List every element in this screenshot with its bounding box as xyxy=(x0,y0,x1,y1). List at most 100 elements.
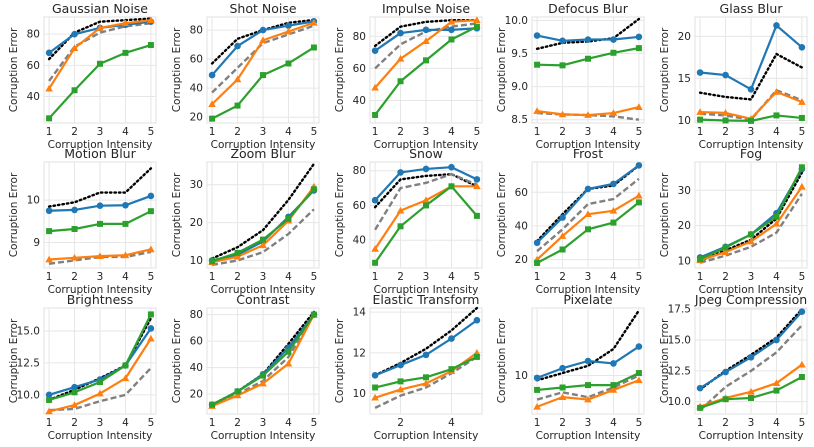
x-tick-label: 4 xyxy=(610,126,617,138)
y-tick-label: 10.0 xyxy=(668,396,691,408)
data-point-series-3-green xyxy=(310,311,317,318)
data-point-series-2-orange xyxy=(584,210,592,218)
data-point-series-2-orange xyxy=(558,110,567,118)
data-point-series-3-green xyxy=(473,23,480,30)
x-tick-label: 2 xyxy=(71,417,78,429)
x-tick-label: 2 xyxy=(234,271,241,283)
chart-title: Motion Blur xyxy=(64,146,136,161)
data-point-series-2-orange xyxy=(609,109,618,116)
chart-title: Elastic Transform xyxy=(373,292,480,307)
data-point-series-3-green xyxy=(97,220,103,227)
x-tick-label: 4 xyxy=(448,417,455,429)
x-tick-label: 5 xyxy=(311,126,318,138)
y-tick-label: 60 xyxy=(515,187,528,199)
chart-panel: 1 2 3 4 5 10 20 30 Zoom Blur Corruption Intensity… xyxy=(171,146,320,296)
data-point-series-2-orange xyxy=(396,385,405,393)
y-tick-label: 12.5 xyxy=(17,357,40,369)
data-point-series-3-green xyxy=(610,382,617,389)
data-point-series-2-orange xyxy=(70,401,79,408)
data-point-series-2-orange xyxy=(422,37,430,44)
chart-panel: 1 2 3 4 5 10 Pixelate Corruption Intensity Corru… xyxy=(496,292,645,442)
x-tick-label: 2 xyxy=(397,271,404,283)
data-point-series-3-green xyxy=(448,183,455,190)
data-point-series-3-green xyxy=(585,55,591,62)
data-point-series-3-green xyxy=(209,401,216,408)
y-tick-label: 10 xyxy=(353,388,366,400)
x-tick-label: 3 xyxy=(260,271,267,283)
y-axis-label: Corruption Error xyxy=(171,318,183,403)
x-axis-label: Corruption Intensity xyxy=(48,430,153,442)
x-tick-label: 1 xyxy=(46,271,53,283)
data-point-series-2-orange xyxy=(96,24,104,31)
x-axis-label: Corruption Intensity xyxy=(699,284,804,296)
data-point-series-1-blue xyxy=(371,371,379,379)
y-tick-label: 14 xyxy=(353,307,367,319)
y-tick-label: 80 xyxy=(190,25,203,37)
y-tick-label: 20 xyxy=(678,31,691,43)
data-point-series-2-orange xyxy=(798,98,806,105)
data-point-series-3-green xyxy=(559,384,566,391)
y-axis-label: Corruption Error xyxy=(659,27,671,112)
y-tick-label: 40 xyxy=(190,362,203,374)
data-point-series-2-orange xyxy=(558,393,567,400)
y-tick-label: 20 xyxy=(190,389,203,401)
x-axis-label: Corruption Intensity xyxy=(374,139,479,151)
data-point-series-1-blue xyxy=(122,201,129,209)
series-line-series-5-gray-dashed xyxy=(374,355,478,409)
x-tick-label: 1 xyxy=(534,126,541,138)
data-point-series-2-orange xyxy=(233,391,242,399)
data-point-series-1-blue xyxy=(473,316,481,324)
x-tick-label: 3 xyxy=(260,126,267,138)
data-point-series-2-orange xyxy=(747,237,755,245)
data-point-series-3-green xyxy=(773,213,780,220)
data-point-series-1-blue xyxy=(285,22,292,30)
x-tick-label: 1 xyxy=(697,126,704,138)
data-point-series-3-green xyxy=(722,244,729,251)
data-point-series-3-green xyxy=(423,374,429,381)
x-tick-label: 2 xyxy=(234,417,241,429)
data-point-series-2-orange xyxy=(259,379,267,387)
x-tick-label: 4 xyxy=(285,417,292,429)
data-point-series-1-blue xyxy=(798,308,806,315)
x-tick-label: 3 xyxy=(585,417,592,429)
data-point-series-3-green xyxy=(697,256,704,263)
series-line-series-4-black-dotted xyxy=(698,52,804,101)
data-point-series-1-blue xyxy=(533,32,541,39)
y-tick-label: 10 xyxy=(190,255,203,267)
data-point-series-2-orange xyxy=(721,109,730,116)
x-tick-label: 4 xyxy=(285,126,292,138)
data-point-series-2-orange xyxy=(609,206,618,214)
x-tick-label: 2 xyxy=(397,417,404,429)
data-point-series-3-green xyxy=(397,78,404,85)
data-point-series-1-blue xyxy=(610,36,617,43)
y-axis-label: Corruption Error xyxy=(659,172,671,257)
data-point-series-3-green xyxy=(260,236,266,243)
data-point-series-1-blue xyxy=(448,163,455,171)
x-tick-label: 5 xyxy=(474,271,481,283)
y-tick-label: 40 xyxy=(515,220,528,232)
data-point-series-2-orange xyxy=(422,379,430,387)
data-point-series-3-green xyxy=(97,60,103,67)
series-line-series-5-gray-dashed xyxy=(536,177,640,253)
y-tick-label: 40 xyxy=(190,83,203,95)
x-tick-label: 3 xyxy=(748,126,755,138)
y-tick-label: 20 xyxy=(190,112,203,124)
y-tick-label: 10 xyxy=(678,115,691,127)
y-tick-label: 10 xyxy=(27,195,40,207)
x-tick-label: 3 xyxy=(97,417,104,429)
series-line-series-4-black-dotted xyxy=(373,306,479,377)
data-point-series-1-blue xyxy=(422,351,430,359)
data-point-series-2-orange xyxy=(635,103,643,110)
data-point-series-3-green xyxy=(46,228,53,235)
x-axis-label: Corruption Intensity xyxy=(699,430,804,442)
chart-panel: 2 4 10 12 14 Elastic Transform Corruption Inte… xyxy=(334,292,483,442)
x-tick-label: 2 xyxy=(722,126,729,138)
x-tick-label: 1 xyxy=(209,417,216,429)
data-point-series-2-orange xyxy=(473,16,481,24)
data-point-series-1-blue xyxy=(722,71,729,79)
data-point-series-1-blue xyxy=(610,360,617,367)
data-point-series-3-green xyxy=(423,202,429,209)
x-tick-label: 4 xyxy=(448,271,455,283)
data-point-series-2-orange xyxy=(121,374,130,382)
